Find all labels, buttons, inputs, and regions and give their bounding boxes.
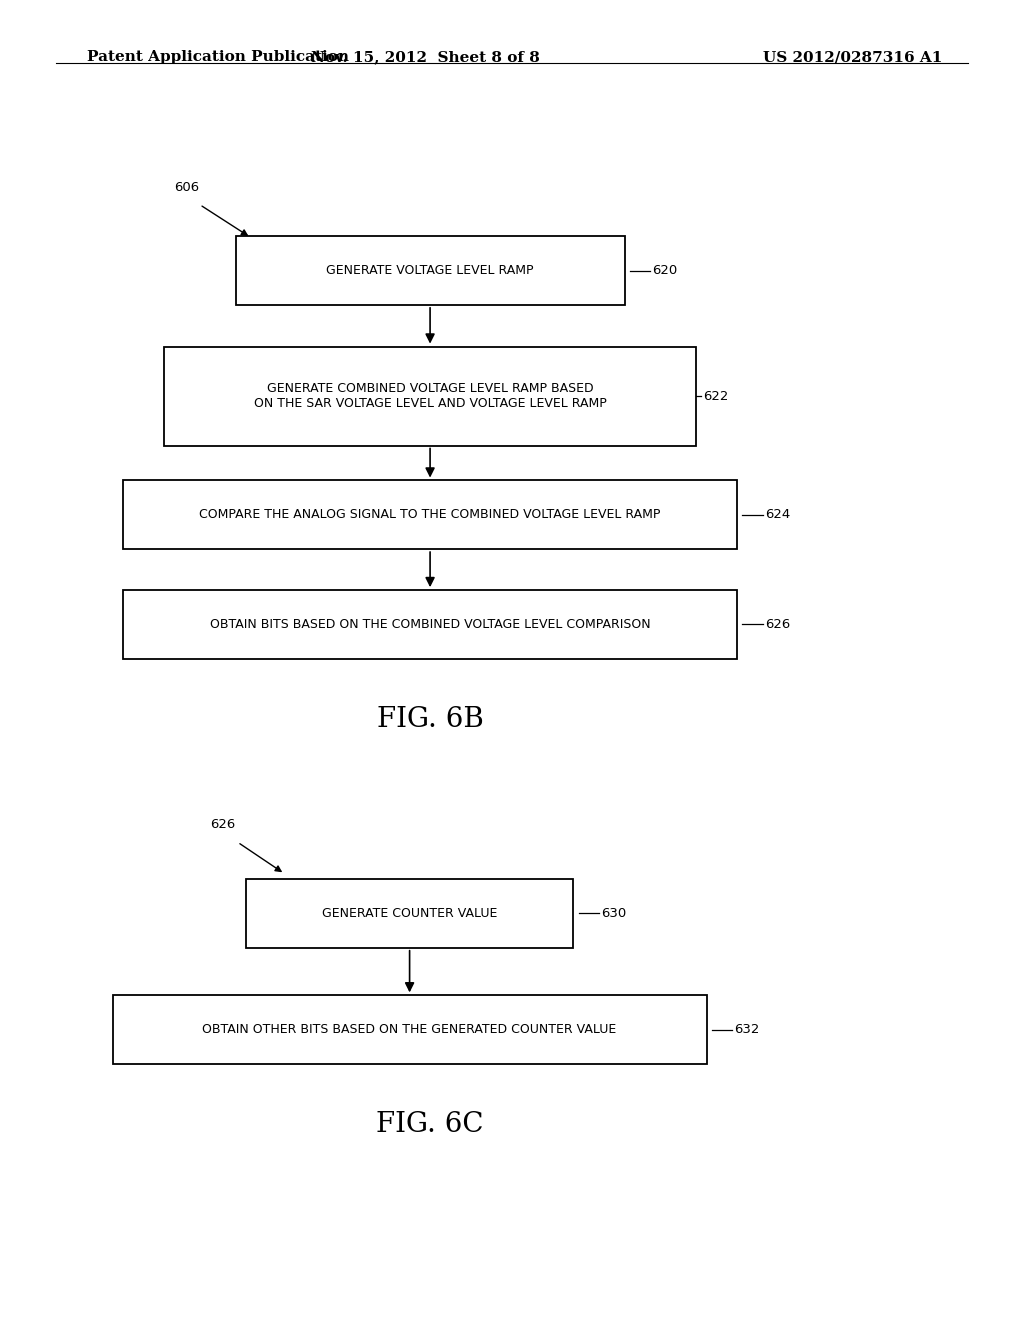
Text: US 2012/0287316 A1: US 2012/0287316 A1 [763,50,942,65]
Bar [246,879,573,948]
Text: 626: 626 [210,818,236,832]
Bar [164,346,696,446]
Text: FIG. 6C: FIG. 6C [377,1111,483,1138]
Text: 620: 620 [652,264,678,277]
Bar [236,236,625,305]
Text: 624: 624 [765,508,791,521]
Bar [123,480,737,549]
Text: 632: 632 [734,1023,760,1036]
Text: 606: 606 [174,181,200,194]
Text: OBTAIN OTHER BITS BASED ON THE GENERATED COUNTER VALUE: OBTAIN OTHER BITS BASED ON THE GENERATED… [203,1023,616,1036]
Text: Nov. 15, 2012  Sheet 8 of 8: Nov. 15, 2012 Sheet 8 of 8 [310,50,540,65]
Bar [123,590,737,659]
Text: Patent Application Publication: Patent Application Publication [87,50,349,65]
Text: GENERATE COMBINED VOLTAGE LEVEL RAMP BASED
ON THE SAR VOLTAGE LEVEL AND VOLTAGE : GENERATE COMBINED VOLTAGE LEVEL RAMP BAS… [254,381,606,411]
Text: GENERATE COUNTER VALUE: GENERATE COUNTER VALUE [322,907,498,920]
Text: 630: 630 [601,907,627,920]
Text: 626: 626 [765,618,791,631]
Text: 622: 622 [703,389,729,403]
Text: GENERATE VOLTAGE LEVEL RAMP: GENERATE VOLTAGE LEVEL RAMP [327,264,534,277]
Text: OBTAIN BITS BASED ON THE COMBINED VOLTAGE LEVEL COMPARISON: OBTAIN BITS BASED ON THE COMBINED VOLTAG… [210,618,650,631]
Text: COMPARE THE ANALOG SIGNAL TO THE COMBINED VOLTAGE LEVEL RAMP: COMPARE THE ANALOG SIGNAL TO THE COMBINE… [200,508,660,521]
Bar [113,995,707,1064]
Text: FIG. 6B: FIG. 6B [377,706,483,733]
